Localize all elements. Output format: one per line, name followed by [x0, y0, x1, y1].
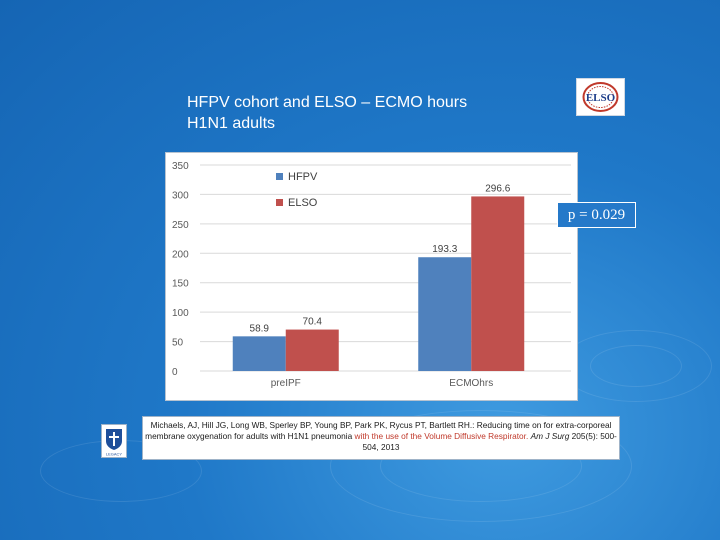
chart-container: 0 50 100 150 200 250 300 350 58.9 70.4 preIPF 193.3…	[165, 152, 578, 401]
p-value-label: p = 0.029	[557, 202, 636, 228]
data-label: 58.9	[250, 323, 270, 334]
data-label: 70.4	[303, 317, 323, 328]
citation-authors-title: Michaels, AJ, Hill JG, Long WB, Sperley …	[145, 420, 612, 441]
background-ripple	[330, 410, 632, 522]
bar-hfpv-preipf	[232, 336, 286, 371]
legacy-logo: LEGACY	[101, 424, 127, 458]
legend-swatch	[276, 199, 283, 206]
y-tick-label: 0	[172, 367, 178, 378]
y-tick-label: 100	[172, 308, 189, 319]
citation-box: Michaels, AJ, Hill JG, Long WB, Sperley …	[142, 416, 620, 460]
y-tick-label: 150	[172, 279, 189, 290]
bar-chart: 0 50 100 150 200 250 300 350 58.9 70.4 preIPF 193.3…	[172, 161, 571, 389]
y-tick-label: 200	[172, 249, 189, 260]
slide-title-line-1: HFPV cohort and ELSO – ECMO hours	[187, 94, 468, 111]
citation-title-end: with the use of the Volume Diffusive Res…	[354, 431, 529, 441]
background-ripple	[590, 345, 682, 387]
bar-elso-preipf	[285, 329, 339, 371]
data-label: 193.3	[432, 244, 457, 255]
y-tick-label: 300	[172, 190, 189, 201]
citation-volume: 205(5): 500-504, 2013	[362, 431, 617, 452]
legend-entry: HFPV	[288, 171, 318, 183]
bar-elso-ecmohrs	[471, 196, 525, 371]
slide-title: HFPV cohort and ELSO – ECMO hours H1N1 a…	[187, 92, 567, 134]
data-label: 296.6	[485, 183, 510, 194]
bar-hfpv-ecmohrs	[418, 257, 472, 371]
slide-title-line-2: H1N1 adults	[187, 115, 276, 132]
x-tick-label: ECMOhrs	[449, 378, 493, 389]
y-tick-label: 250	[172, 220, 189, 231]
shield-icon: LEGACY	[106, 429, 123, 457]
legend-swatch	[276, 173, 283, 180]
elso-logo: ELSO	[576, 78, 625, 116]
y-tick-label: 350	[172, 161, 189, 172]
x-tick-label: preIPF	[271, 378, 301, 389]
y-tick-label: 50	[172, 338, 184, 349]
elso-logo-icon: ELSO	[582, 82, 619, 112]
citation-journal: Am J Surg	[530, 431, 570, 441]
elso-logo-text: ELSO	[586, 92, 616, 104]
legend-entry: ELSO	[288, 197, 318, 209]
legacy-logo-text: LEGACY	[106, 452, 123, 457]
